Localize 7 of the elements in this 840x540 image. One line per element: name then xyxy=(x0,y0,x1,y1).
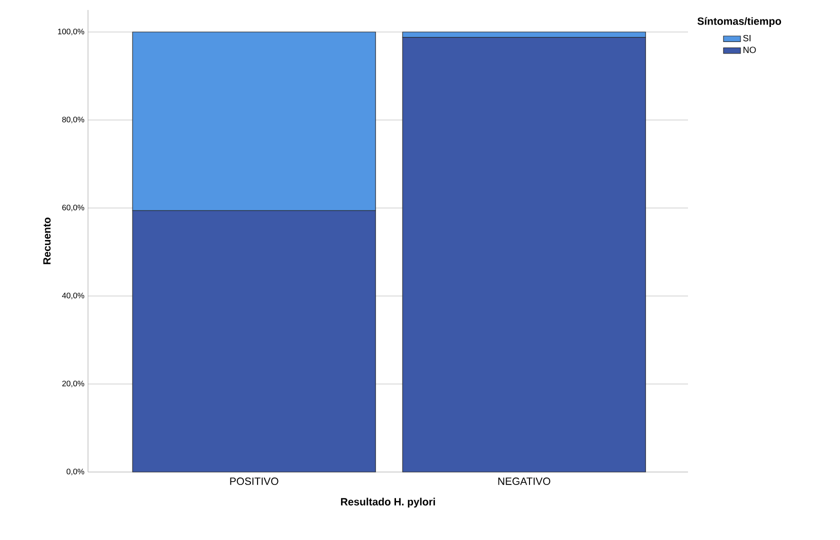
legend-title: Síntomas/tiempo xyxy=(698,17,782,27)
x-tick-label: NEGATIVO xyxy=(498,478,550,485)
legend-label: SI xyxy=(743,34,750,42)
x-axis-title: Resultado H. pylori xyxy=(341,498,435,508)
y-axis-title: Recuento xyxy=(43,218,51,264)
legend-label: NO xyxy=(744,46,756,54)
x-tick-label: POSITIVO xyxy=(230,478,278,485)
